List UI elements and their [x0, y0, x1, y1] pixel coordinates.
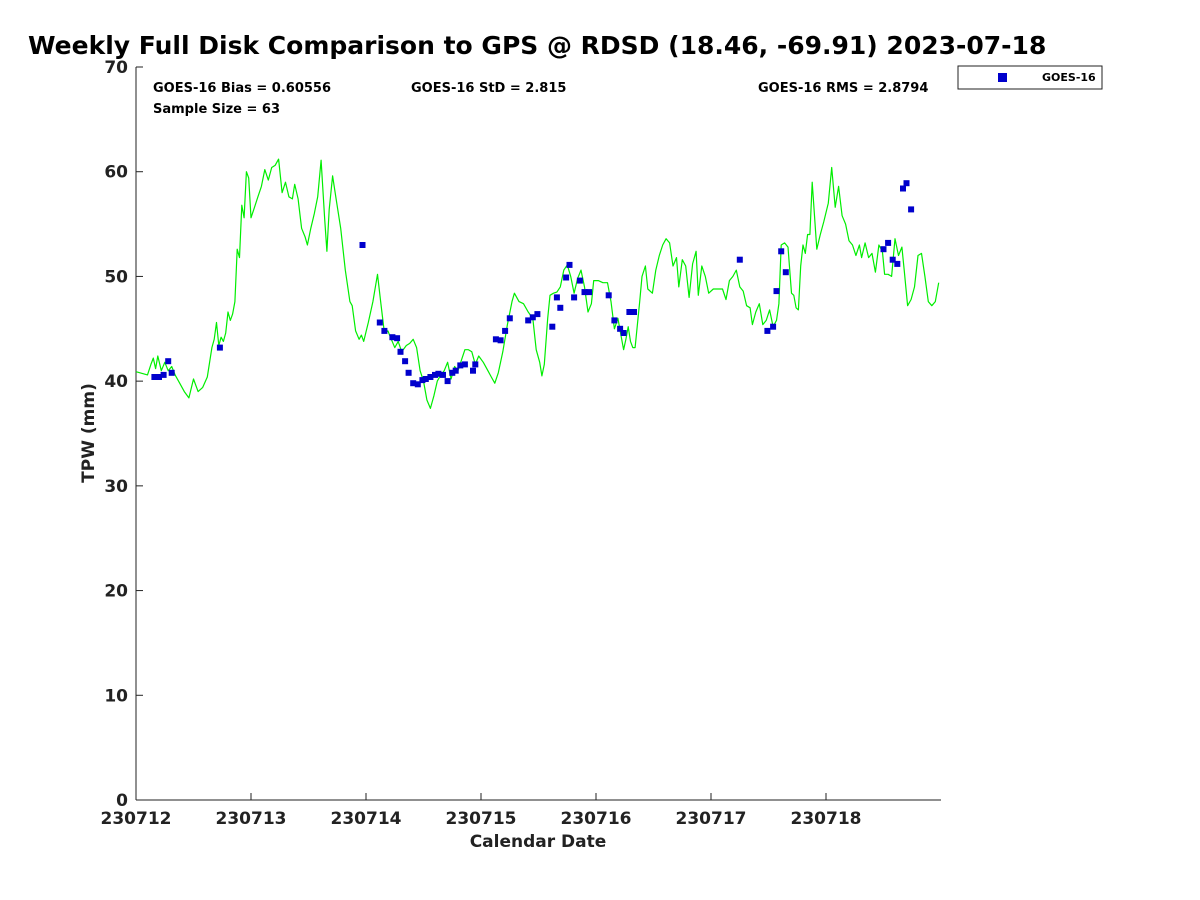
legend-label-goes16: GOES-16 — [1042, 71, 1096, 84]
goes16-data-point — [410, 380, 417, 387]
goes16-data-point — [903, 180, 910, 187]
goes16-data-point — [461, 361, 468, 368]
goes16-data-point — [381, 327, 388, 334]
goes16-data-point — [617, 325, 624, 332]
goes16-data-point — [557, 304, 564, 311]
legend-marker-goes16 — [998, 73, 1007, 82]
x-axis-title: Calendar Date — [470, 832, 607, 852]
goes16-data-point — [900, 185, 906, 192]
legend: GOES-16 — [957, 65, 1103, 90]
goes16-data-point — [773, 288, 780, 295]
sample-size-stat: Sample Size = 63 — [153, 102, 280, 117]
goes16-data-point — [444, 378, 451, 385]
gps-series-line — [135, 158, 940, 409]
y-tick-label: 20 — [104, 582, 128, 602]
goes16-data-point — [414, 381, 421, 388]
goes16-data-point — [889, 256, 896, 263]
plot-area: 0 10 20 30 40 50 60 70 230712 230713 230714 230715… — [101, 58, 941, 829]
goes16-data-point — [151, 374, 158, 380]
goes16-data-point — [626, 309, 633, 315]
chart-title: Weekly Full Disk Comparison to GPS @ RDS… — [28, 31, 1046, 60]
goes16-data-point — [553, 294, 560, 301]
goes16-data-point — [586, 289, 593, 296]
y-tick-label: 40 — [104, 372, 128, 392]
goes16-data-point — [419, 377, 426, 384]
x-tick-label: 230718 — [791, 809, 862, 829]
x-tick-label: 230715 — [446, 809, 517, 829]
goes16-data-point — [440, 371, 446, 378]
goes16-data-point — [620, 330, 627, 336]
x-tick-label: 230716 — [561, 809, 632, 829]
goes16-data-point — [432, 371, 438, 378]
goes16-data-point — [581, 289, 588, 296]
plot-background — [136, 67, 941, 800]
x-tick-label: 230712 — [101, 809, 172, 829]
goes16-data-point — [497, 337, 504, 344]
goes16-data-point — [394, 335, 401, 342]
goes16-data-point — [452, 367, 459, 374]
std-stat: GOES-16 StD = 2.815 — [411, 81, 566, 96]
y-tick-label: 60 — [104, 163, 128, 183]
goes16-data-point — [566, 261, 573, 268]
goes16-data-point — [502, 327, 509, 334]
goes16-data-point — [736, 256, 743, 263]
goes16-data-point — [894, 260, 901, 267]
legend-box — [957, 65, 1103, 90]
x-tick-label: 230714 — [331, 809, 402, 829]
goes16-data-point — [402, 358, 409, 365]
goes16-data-point — [764, 327, 771, 334]
y-ticks: 0 10 20 30 40 50 60 70 — [104, 58, 143, 811]
series-layer — [135, 158, 940, 409]
goes16-data-point — [576, 277, 583, 284]
goes16-data-point — [389, 334, 396, 341]
goes16-data-point — [376, 319, 383, 326]
goes16-data-point — [492, 336, 499, 343]
bias-stat: GOES-16 Bias = 0.60556 — [153, 81, 331, 96]
goes16-data-point — [611, 317, 618, 324]
goes16-data-point — [908, 206, 915, 213]
y-axis-title: TPW (mm) — [79, 383, 99, 483]
goes16-data-point — [782, 269, 789, 276]
goes16-data-point — [605, 292, 612, 299]
y-tick-label: 30 — [104, 477, 128, 497]
y-tick-label: 70 — [104, 58, 128, 78]
goes16-data-point — [449, 369, 456, 376]
goes16-data-point — [216, 344, 223, 351]
goes16-data-point — [427, 374, 434, 380]
x-tick-label: 230717 — [676, 809, 747, 829]
goes16-data-point — [160, 371, 167, 378]
goes16-data-point — [405, 369, 412, 376]
goes16-data-point — [770, 323, 777, 330]
goes16-data-point — [422, 376, 429, 382]
goes16-data-point — [525, 317, 532, 324]
goes16-data-point — [156, 374, 162, 380]
goes16-data-point — [549, 323, 556, 330]
y-tick-label: 10 — [104, 686, 128, 706]
goes16-data-point — [472, 361, 479, 368]
goes16-data-point — [631, 309, 637, 315]
goes16-data-point — [397, 348, 404, 355]
y-tick-label: 50 — [104, 267, 128, 287]
goes16-data-point — [880, 246, 887, 253]
goes16-data-point — [529, 314, 536, 321]
goes16-data-point — [165, 358, 172, 365]
goes16-data-point — [506, 315, 513, 322]
rms-stat: GOES-16 RMS = 2.8794 — [758, 81, 928, 96]
goes16-data-point — [168, 369, 175, 376]
goes16-data-point — [435, 370, 442, 377]
goes16-data-point — [359, 242, 366, 248]
goes16-data-point — [470, 367, 476, 374]
goes16-data-point — [534, 311, 541, 318]
goes16-data-point — [457, 362, 464, 369]
goes16-data-point — [778, 248, 785, 255]
y-tick-label: 0 — [116, 791, 128, 811]
goes16-data-point — [885, 239, 892, 246]
goes16-data-point — [563, 274, 570, 281]
x-tick-label: 230713 — [216, 809, 287, 829]
goes16-data-point — [571, 294, 578, 301]
x-ticks: 230712 230713 230714 230715 230716 230717 2307… — [101, 793, 862, 829]
